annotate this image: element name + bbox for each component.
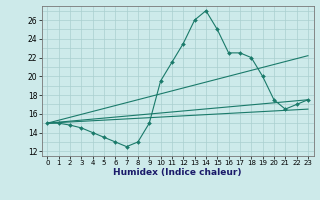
X-axis label: Humidex (Indice chaleur): Humidex (Indice chaleur)	[113, 168, 242, 177]
